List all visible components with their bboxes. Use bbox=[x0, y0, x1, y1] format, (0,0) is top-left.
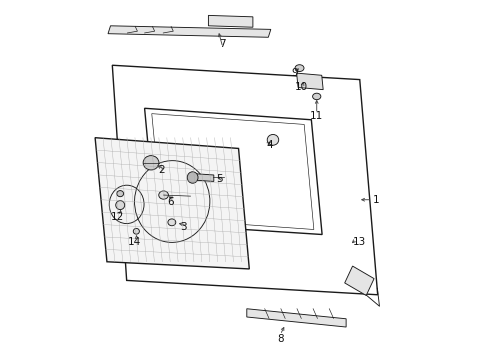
Polygon shape bbox=[247, 309, 346, 327]
Ellipse shape bbox=[159, 191, 169, 199]
Ellipse shape bbox=[133, 228, 139, 234]
Text: 11: 11 bbox=[309, 111, 322, 121]
Text: 8: 8 bbox=[277, 333, 283, 343]
Ellipse shape bbox=[143, 156, 159, 170]
Text: 2: 2 bbox=[158, 165, 165, 175]
Polygon shape bbox=[192, 174, 214, 181]
Ellipse shape bbox=[117, 190, 123, 197]
Polygon shape bbox=[108, 26, 271, 37]
Text: 5: 5 bbox=[216, 174, 222, 184]
Ellipse shape bbox=[295, 65, 304, 72]
Text: 12: 12 bbox=[110, 212, 123, 221]
Ellipse shape bbox=[267, 134, 279, 145]
Text: 1: 1 bbox=[372, 195, 379, 205]
Ellipse shape bbox=[168, 219, 176, 226]
Polygon shape bbox=[208, 15, 253, 27]
Text: 4: 4 bbox=[266, 140, 273, 150]
Text: 7: 7 bbox=[220, 40, 226, 49]
Ellipse shape bbox=[116, 201, 124, 210]
Text: 10: 10 bbox=[295, 82, 308, 93]
Polygon shape bbox=[95, 138, 249, 269]
Text: 13: 13 bbox=[352, 237, 366, 247]
Polygon shape bbox=[296, 73, 323, 90]
Ellipse shape bbox=[187, 172, 198, 183]
Text: 6: 6 bbox=[168, 197, 174, 207]
Text: 3: 3 bbox=[180, 222, 187, 232]
Text: 14: 14 bbox=[128, 237, 142, 247]
Ellipse shape bbox=[313, 93, 321, 100]
Polygon shape bbox=[344, 266, 374, 296]
Text: 9: 9 bbox=[291, 68, 298, 78]
